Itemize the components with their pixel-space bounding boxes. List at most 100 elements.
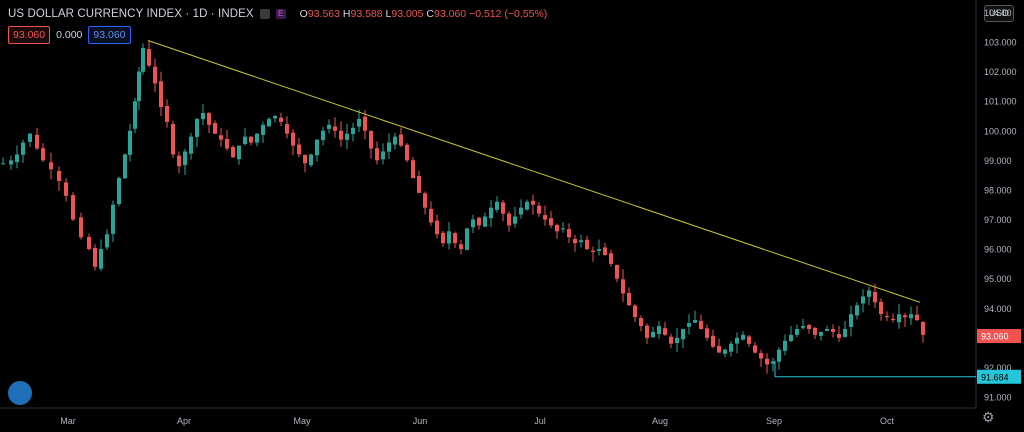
- candle-body: [459, 244, 463, 250]
- tradingview-logo-icon[interactable]: [8, 381, 32, 405]
- candle-body: [213, 123, 217, 134]
- candle-body: [579, 240, 583, 243]
- candle-body: [645, 325, 649, 338]
- candle-body: [225, 138, 229, 149]
- candle-body: [453, 233, 457, 244]
- candle-body: [243, 136, 247, 145]
- y-tick-label: 99.000: [984, 156, 1012, 166]
- candle-body: [723, 349, 727, 354]
- candle-body: [447, 231, 451, 244]
- candle-body: [711, 335, 715, 347]
- candle-body: [9, 160, 13, 165]
- candle-body: [621, 279, 625, 294]
- candle-body: [79, 217, 83, 238]
- x-tick-label: Apr: [177, 416, 191, 426]
- candle-body: [111, 204, 115, 234]
- candle-body: [195, 118, 199, 137]
- candle-body: [393, 136, 397, 145]
- candle-body: [759, 353, 763, 359]
- y-tick-label: 101.000: [984, 97, 1017, 107]
- candle-body: [825, 328, 829, 331]
- candle-body: [693, 320, 697, 323]
- y-tick-label: 100.000: [984, 126, 1017, 136]
- candle-body: [747, 336, 751, 344]
- candle-body: [219, 135, 223, 140]
- candle-body: [237, 145, 241, 160]
- candle-body: [873, 291, 877, 303]
- candle-body: [93, 247, 97, 267]
- candle-body: [879, 301, 883, 315]
- candle-body: [555, 225, 559, 232]
- candle-body: [387, 142, 391, 152]
- candle-body: [831, 328, 835, 332]
- candle-body: [609, 253, 613, 264]
- candle-body: [231, 147, 235, 158]
- ask-box[interactable]: 93.060: [88, 26, 131, 44]
- currency-button[interactable]: USD: [983, 5, 1014, 22]
- candle-body: [603, 247, 607, 255]
- price-change: −0.512 (−0.55%): [469, 8, 548, 20]
- symbol-title[interactable]: US DOLLAR CURRENCY INDEX · 1D · INDEX: [8, 8, 254, 20]
- candle-body: [1, 163, 5, 165]
- candle-body: [585, 239, 589, 250]
- candle-body: [128, 130, 132, 155]
- candle-body: [99, 249, 103, 269]
- candle-body: [351, 127, 355, 135]
- candle-body: [513, 216, 517, 224]
- candle-body: [783, 340, 787, 351]
- candle-body: [777, 349, 781, 362]
- candle-body: [417, 176, 421, 193]
- event-badge[interactable]: E: [275, 9, 286, 19]
- candle-body: [549, 218, 553, 226]
- x-tick-label: May: [293, 416, 311, 426]
- candle-body: [297, 144, 301, 155]
- candle-body: [903, 315, 907, 318]
- candle-body: [705, 328, 709, 338]
- candle-body: [435, 220, 439, 235]
- candle-body: [441, 232, 445, 244]
- trendline: [147, 40, 921, 303]
- candle-body: [423, 193, 427, 208]
- candle-body: [153, 66, 157, 84]
- candle-body: [133, 101, 137, 129]
- candle-body: [57, 170, 61, 182]
- x-tick-label: Aug: [652, 416, 668, 426]
- candle-body: [411, 160, 415, 179]
- candle-body: [897, 314, 901, 323]
- support-price-label: 91.684: [981, 372, 1009, 382]
- candle-body: [267, 118, 271, 127]
- candle-body: [537, 205, 541, 214]
- spread-value: 0.000: [56, 29, 83, 41]
- candle-body: [729, 343, 733, 352]
- y-tick-label: 102.000: [984, 67, 1017, 77]
- gear-icon[interactable]: ⚙: [982, 409, 995, 425]
- last-price-label: 93.060: [981, 332, 1009, 342]
- candle-body: [21, 142, 25, 155]
- candle-body: [561, 228, 565, 230]
- candle-body: [339, 130, 343, 140]
- candle-body: [639, 317, 643, 326]
- candle-body: [105, 234, 109, 248]
- candle-body: [273, 115, 277, 119]
- candle-body: [837, 334, 841, 338]
- bid-box[interactable]: 93.060: [8, 26, 51, 44]
- candle-body: [525, 201, 529, 210]
- candle-body: [627, 292, 631, 306]
- candle-body: [49, 162, 53, 170]
- candle-body: [597, 249, 601, 251]
- candle-body: [345, 133, 349, 140]
- x-tick-label: Oct: [880, 416, 895, 426]
- candle-body: [249, 136, 253, 143]
- candle-body: [765, 358, 769, 365]
- candle-body: [357, 118, 361, 127]
- visibility-icon[interactable]: [259, 9, 270, 19]
- chart-header: US DOLLAR CURRENCY INDEX · 1D · INDEX E …: [8, 6, 547, 22]
- candle-body: [675, 337, 679, 343]
- y-tick-label: 103.000: [984, 38, 1017, 48]
- candle-body: [15, 154, 19, 163]
- candle-body: [663, 328, 667, 335]
- candle-body: [123, 154, 127, 179]
- candle-body: [171, 123, 175, 155]
- candle-body: [489, 207, 493, 219]
